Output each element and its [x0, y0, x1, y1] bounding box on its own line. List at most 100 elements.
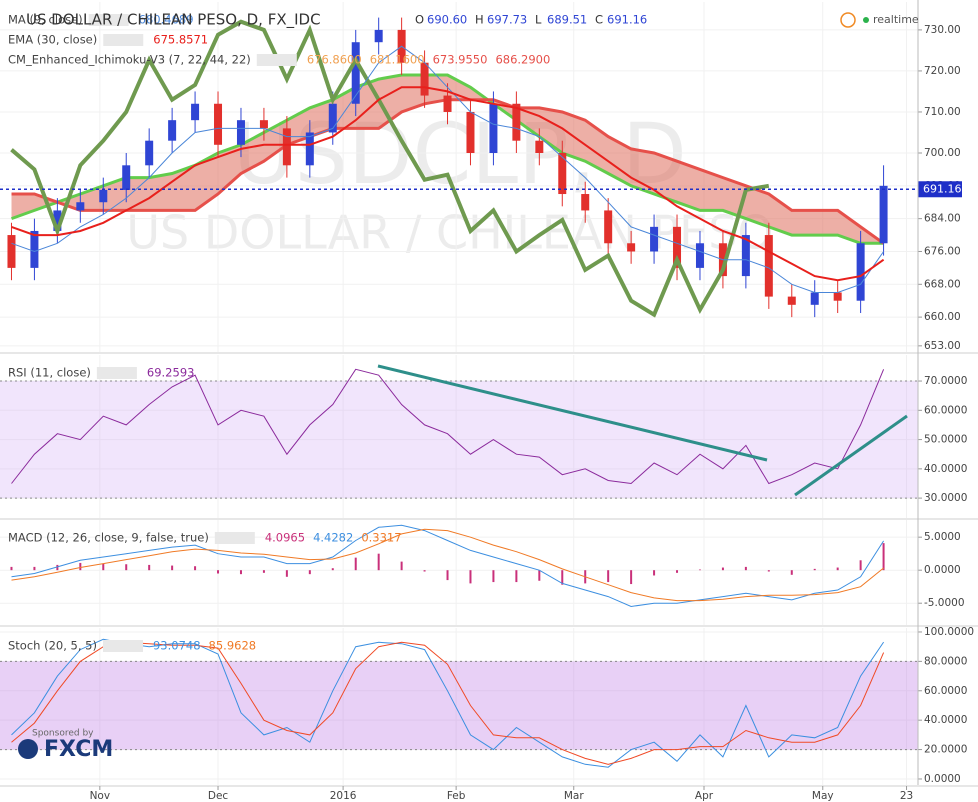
- y-tick-label: 720.00: [924, 65, 961, 77]
- x-tick-label: Nov: [90, 790, 111, 802]
- histogram-bar: [882, 543, 885, 571]
- candle-body: [351, 42, 360, 104]
- candle-body: [30, 230, 39, 268]
- legend-value: 69.2593: [147, 366, 195, 380]
- y-tick-label: 730.00: [924, 24, 961, 36]
- histogram-bar: [331, 568, 334, 571]
- candle-body: [489, 103, 498, 153]
- histogram-bar: [171, 565, 174, 571]
- histogram-bar: [538, 570, 541, 581]
- legend-value: 675.8571: [153, 33, 208, 47]
- y-tick-label: -5.0000: [924, 597, 965, 609]
- y-tick-label: 0.0000: [924, 564, 961, 576]
- series-line: [11, 638, 885, 768]
- header: US DOLLAR / CHILEAN PESO, D, FX_IDC real…: [26, 11, 919, 30]
- candle-body: [168, 120, 177, 141]
- y-tick-label: 0.0000: [924, 773, 961, 785]
- legend-controls[interactable]: [88, 14, 129, 26]
- y-tick-label: 668.00: [924, 278, 961, 290]
- sponsor-brand: FXCM: [44, 737, 113, 762]
- legend-controls[interactable]: [103, 34, 144, 46]
- ohlc-key: H: [475, 13, 484, 27]
- cloud-fill: [11, 75, 884, 244]
- band-fill: [0, 381, 918, 499]
- sponsor-logo: Sponsored by FXCM: [18, 729, 113, 762]
- legend-controls[interactable]: [214, 532, 255, 544]
- legend-value: 4.0965: [265, 531, 305, 545]
- legend-controls[interactable]: [96, 367, 137, 379]
- candle-body: [236, 120, 245, 145]
- candle-body: [305, 132, 314, 166]
- candle-body: [833, 292, 842, 301]
- series-line: [11, 524, 885, 608]
- legend-value: 686.2900: [495, 53, 550, 67]
- sponsor-text: Sponsored by: [32, 729, 94, 739]
- band-fill: [0, 661, 918, 750]
- histogram-bar: [469, 570, 472, 584]
- histogram-bar: [148, 564, 151, 571]
- ohlc-key: C: [595, 13, 603, 27]
- histogram-bar: [515, 570, 518, 583]
- ohlc-key: O: [415, 13, 424, 27]
- x-tick-label: 2016: [330, 790, 357, 802]
- candle-body: [627, 243, 636, 252]
- legend-value: 681.1600: [370, 53, 425, 67]
- alert-icon[interactable]: [840, 12, 856, 28]
- y-tick-label: 40.0000: [924, 714, 967, 726]
- candle-body: [191, 103, 200, 121]
- ohlc-value: 689.51: [547, 13, 587, 27]
- histogram-bar: [744, 566, 747, 571]
- y-tick-label: 660.00: [924, 311, 961, 323]
- candle-body: [512, 103, 521, 141]
- legend-label: RSI (11, close): [8, 366, 91, 380]
- histogram-bar: [354, 557, 357, 571]
- candle-body: [673, 226, 682, 268]
- series-line: [11, 528, 884, 602]
- histogram-bar: [423, 570, 426, 572]
- histogram-bar: [630, 570, 633, 585]
- x-tick-label: Mar: [564, 790, 584, 802]
- y-tick-label: 50.0000: [924, 434, 967, 446]
- histogram-bar: [721, 567, 724, 571]
- legend-controls[interactable]: [102, 640, 143, 652]
- trend-line: [794, 414, 908, 497]
- candle-body: [764, 235, 773, 297]
- ohlc-value: 697.73: [487, 13, 527, 27]
- histogram-bar: [492, 570, 495, 583]
- candle-body: [76, 202, 85, 211]
- y-tick-label: 60.0000: [924, 685, 967, 697]
- histogram-bar: [239, 570, 242, 575]
- y-tick-label: 40.0000: [924, 463, 967, 475]
- legend-controls[interactable]: [256, 54, 297, 66]
- realtime-label: realtime: [873, 13, 919, 26]
- histogram-bar: [813, 568, 816, 571]
- y-tick-label: 70.0000: [924, 375, 967, 387]
- candle-body: [787, 296, 796, 305]
- y-tick-label: 5.0000: [924, 531, 961, 543]
- legend-label: MA (9, close): [8, 13, 83, 27]
- histogram-bar: [767, 570, 770, 572]
- histogram-bar: [859, 560, 862, 571]
- histogram-bar: [790, 570, 793, 575]
- candle-body: [443, 95, 452, 112]
- candle-body: [282, 128, 291, 166]
- y-tick-label: 60.0000: [924, 404, 967, 416]
- histogram-bar: [653, 570, 656, 576]
- x-tick-label: May: [812, 790, 834, 802]
- histogram-bar: [308, 570, 311, 575]
- histogram-bar: [377, 553, 380, 571]
- series-line: [10, 19, 770, 318]
- price-tag-label: 691.16: [923, 182, 962, 195]
- ohlc-key: L: [535, 13, 542, 27]
- legend-label: EMA (30, close): [8, 33, 97, 47]
- histogram-bar: [836, 567, 839, 571]
- candle-body: [856, 243, 865, 301]
- y-tick-label: 30.0000: [924, 492, 967, 504]
- histogram-bar: [400, 561, 403, 571]
- histogram-bar: [194, 566, 197, 571]
- logo-mark: [18, 739, 38, 759]
- histogram-bar: [10, 566, 13, 571]
- trend-line: [377, 364, 768, 462]
- symbol-title: US DOLLAR / CHILEAN PESO, D, FX_IDC: [26, 11, 321, 30]
